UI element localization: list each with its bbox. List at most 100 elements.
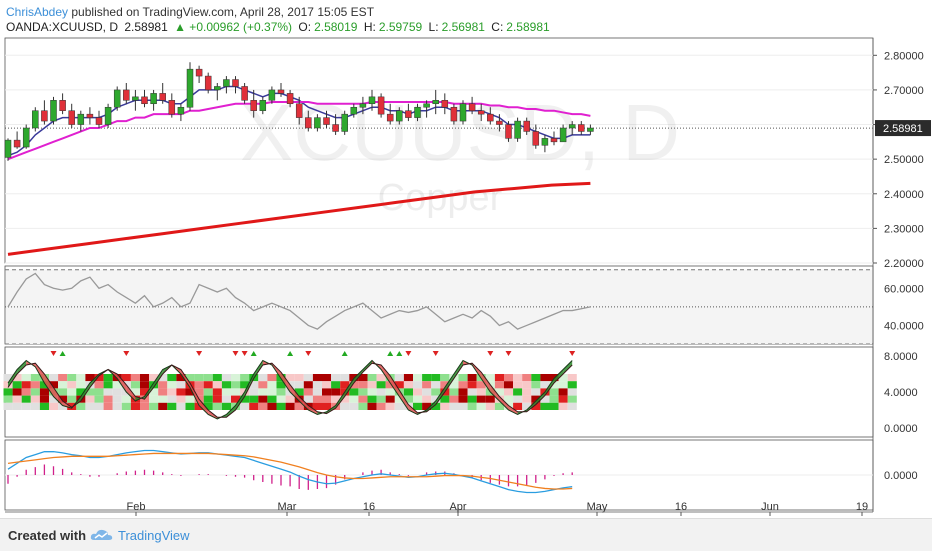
- candle-body[interactable]: [450, 106, 458, 122]
- candle-body[interactable]: [305, 117, 312, 129]
- candle-body[interactable]: [204, 75, 212, 91]
- candle-body[interactable]: [405, 110, 412, 118]
- author-link[interactable]: ChrisAbdey: [6, 5, 69, 19]
- candle-body[interactable]: [32, 110, 39, 129]
- candle-body[interactable]: [250, 100, 257, 111]
- candle-body[interactable]: [168, 100, 176, 115]
- candle-body[interactable]: [396, 110, 403, 122]
- candle-body[interactable]: [550, 138, 558, 143]
- candle-body[interactable]: [386, 113, 394, 122]
- heat-cell: [522, 381, 532, 389]
- heat-cell: [440, 395, 450, 403]
- candle-body[interactable]: [86, 113, 94, 118]
- candle-body[interactable]: [441, 100, 449, 108]
- candle-body[interactable]: [13, 139, 21, 148]
- candle-body[interactable]: [59, 100, 66, 111]
- candle-body[interactable]: [104, 106, 112, 125]
- candle-body[interactable]: [4, 139, 12, 158]
- heat-cell: [540, 381, 550, 389]
- candle-body[interactable]: [587, 127, 594, 132]
- candle-body[interactable]: [332, 124, 339, 132]
- candle-body[interactable]: [41, 110, 48, 122]
- signal-down-icon: [569, 351, 576, 356]
- heat-cell: [30, 395, 40, 403]
- candle-body[interactable]: [268, 89, 276, 101]
- candle-body[interactable]: [496, 120, 503, 125]
- candle-body[interactable]: [514, 120, 521, 139]
- candle-body[interactable]: [214, 86, 221, 91]
- heat-cell: [130, 388, 140, 396]
- price-pane[interactable]: [4, 62, 873, 256]
- heat-cell: [494, 374, 504, 382]
- candle-body[interactable]: [50, 100, 57, 122]
- heat-cell: [12, 381, 22, 389]
- heat-cell: [94, 381, 104, 389]
- heat-cell: [121, 374, 131, 382]
- heat-ribbon-segment: [544, 378, 554, 396]
- heat-cell: [358, 381, 368, 389]
- heat-cell: [312, 402, 322, 410]
- heat-tick-label: 8.0000: [884, 351, 918, 363]
- candle-body[interactable]: [123, 89, 130, 101]
- heat-cell: [221, 374, 231, 382]
- heat-cell: [58, 374, 68, 382]
- candle-body[interactable]: [341, 113, 348, 132]
- candle-body[interactable]: [541, 138, 549, 146]
- candle-body[interactable]: [468, 103, 476, 111]
- tradingview-brand-link[interactable]: TradingView: [118, 528, 190, 543]
- heat-cell: [403, 374, 413, 382]
- macd-tick-label: 0.0000: [884, 470, 918, 482]
- candle-body[interactable]: [368, 96, 376, 105]
- candle-body[interactable]: [559, 127, 567, 143]
- chart-canvas[interactable]: XCUUSD, D Copper 2.800002.700002.600002.…: [0, 0, 932, 518]
- heat-cell: [39, 395, 49, 403]
- candle-body[interactable]: [350, 106, 358, 115]
- candle-body[interactable]: [141, 96, 148, 105]
- candle-body[interactable]: [323, 117, 330, 125]
- candle-body[interactable]: [432, 100, 439, 105]
- candle-body[interactable]: [159, 93, 166, 101]
- heat-cell: [312, 388, 322, 396]
- candle-body[interactable]: [532, 131, 540, 146]
- candle-body[interactable]: [578, 124, 585, 132]
- candle-body[interactable]: [477, 110, 485, 115]
- heat-cell: [212, 395, 222, 403]
- candle-body[interactable]: [241, 86, 248, 101]
- candle-body[interactable]: [423, 103, 430, 108]
- heat-cell: [67, 388, 77, 396]
- candle-body[interactable]: [177, 106, 185, 115]
- heat-cell: [531, 402, 541, 410]
- candle-body[interactable]: [359, 103, 367, 108]
- oscillator-pane[interactable]: [5, 269, 873, 345]
- candle-body[interactable]: [505, 124, 512, 139]
- candle-body[interactable]: [77, 113, 85, 125]
- candle-body[interactable]: [377, 96, 385, 115]
- candle-body[interactable]: [295, 103, 303, 118]
- heatmap-pane[interactable]: [3, 351, 577, 420]
- candle-body[interactable]: [568, 124, 576, 129]
- close-value: 2.58981: [506, 20, 550, 34]
- candle-body[interactable]: [223, 79, 230, 87]
- symbol-label[interactable]: OANDA:XCUUSD, D: [6, 20, 119, 34]
- candle-body[interactable]: [487, 113, 494, 122]
- candle-body[interactable]: [132, 96, 139, 101]
- candle-body[interactable]: [459, 103, 467, 122]
- candle-body[interactable]: [186, 68, 194, 108]
- candle-body[interactable]: [259, 100, 267, 111]
- candle-body[interactable]: [195, 68, 203, 77]
- candle-body[interactable]: [68, 110, 75, 125]
- heat-cell: [12, 388, 22, 396]
- candle-body[interactable]: [113, 89, 121, 108]
- candle-body[interactable]: [414, 106, 421, 118]
- candle-body[interactable]: [314, 117, 321, 129]
- candle-body[interactable]: [523, 120, 530, 132]
- candle-body[interactable]: [95, 117, 103, 125]
- candle-body[interactable]: [232, 79, 239, 87]
- candle-body[interactable]: [22, 127, 30, 148]
- candle-body[interactable]: [286, 93, 294, 105]
- candle-body[interactable]: [150, 93, 157, 105]
- macd-pane[interactable]: [5, 449, 873, 494]
- heat-cell: [440, 374, 450, 382]
- candle-body[interactable]: [277, 89, 285, 94]
- heat-cell: [531, 388, 541, 396]
